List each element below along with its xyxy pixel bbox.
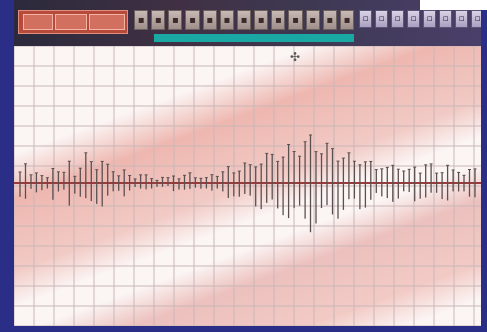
tool-button[interactable]: ▪ bbox=[236, 10, 252, 30]
tool-icon: ▫ bbox=[394, 14, 401, 24]
tool-icon: ▪ bbox=[326, 14, 334, 26]
tool-button[interactable]: ▪ bbox=[202, 10, 217, 30]
tool-icon: ▫ bbox=[474, 14, 481, 24]
tool-icon: ▪ bbox=[343, 14, 351, 26]
tool-button[interactable]: ▪ bbox=[305, 10, 320, 30]
tool-button[interactable]: ▪ bbox=[134, 10, 149, 30]
tool-button[interactable]: ▫ bbox=[455, 10, 468, 28]
tool-button[interactable]: ▪ bbox=[339, 10, 355, 30]
tool-icon: ▪ bbox=[274, 14, 282, 26]
progress-strip bbox=[154, 34, 354, 42]
tool-button[interactable]: ▪ bbox=[168, 10, 183, 30]
tool-button[interactable]: ▪ bbox=[254, 10, 269, 30]
tool-icon: ▪ bbox=[189, 14, 196, 26]
tool-icon: ▫ bbox=[410, 14, 417, 24]
tool-icon: ▫ bbox=[458, 14, 465, 24]
tool-icon: ▫ bbox=[426, 14, 433, 24]
waveform-canvas bbox=[14, 46, 481, 326]
tool-icon: ▪ bbox=[309, 14, 317, 26]
tool-icon: ▪ bbox=[206, 14, 214, 26]
tool-icon: ▪ bbox=[172, 14, 179, 26]
tool-button[interactable]: ▫ bbox=[471, 10, 481, 28]
tool-icon: ▫ bbox=[362, 14, 369, 24]
readout-segment-1 bbox=[23, 14, 53, 30]
grid-lines bbox=[14, 46, 481, 326]
tool-icon: ▪ bbox=[154, 14, 162, 26]
tool-button[interactable]: ▫ bbox=[391, 10, 404, 28]
tool-icon: ▫ bbox=[378, 14, 385, 24]
readout-panel bbox=[18, 10, 128, 34]
tool-button[interactable]: ▪ bbox=[185, 10, 200, 30]
mouse-cursor-icon: ✣ bbox=[290, 50, 301, 64]
readout-segment-2 bbox=[55, 14, 87, 30]
tool-icon: ▫ bbox=[442, 14, 449, 24]
waveform-graph[interactable] bbox=[14, 46, 481, 326]
tool-icon: ▪ bbox=[137, 14, 145, 26]
tool-strip: ▪ ▪ ▪ ▪ ▪ ▪ ▪ ▪ ▪ ▪ ▪ ▪ ▪ bbox=[134, 10, 355, 32]
tool-button[interactable]: ▫ bbox=[375, 10, 388, 28]
toolbar: ▪ ▪ ▪ ▪ ▪ ▪ ▪ ▪ ▪ ▪ ▪ ▪ ▪ ▫ ▫ ▫ ▫ ▫ ▫ ▫ … bbox=[14, 0, 481, 46]
tool-button[interactable]: ▫ bbox=[359, 10, 372, 28]
window-corner bbox=[420, 0, 487, 10]
tool-button[interactable]: ▪ bbox=[219, 10, 234, 30]
tool-button[interactable]: ▪ bbox=[322, 10, 337, 30]
waveform-trace bbox=[18, 134, 477, 233]
tool-strip-right: ▫ ▫ ▫ ▫ ▫ ▫ ▫ ▫ bbox=[359, 10, 481, 32]
tool-button[interactable]: ▫ bbox=[407, 10, 420, 28]
tool-button[interactable]: ▫ bbox=[423, 10, 436, 28]
tool-button[interactable]: ▪ bbox=[288, 10, 303, 30]
tool-icon: ▪ bbox=[292, 14, 299, 26]
tool-button[interactable]: ▪ bbox=[271, 10, 286, 30]
tool-icon: ▪ bbox=[223, 14, 231, 26]
tool-button[interactable]: ▫ bbox=[439, 10, 452, 28]
tool-icon: ▪ bbox=[240, 14, 248, 26]
tool-icon: ▪ bbox=[257, 14, 265, 26]
tool-button[interactable]: ▪ bbox=[151, 10, 166, 30]
readout-segment-3 bbox=[89, 14, 125, 30]
